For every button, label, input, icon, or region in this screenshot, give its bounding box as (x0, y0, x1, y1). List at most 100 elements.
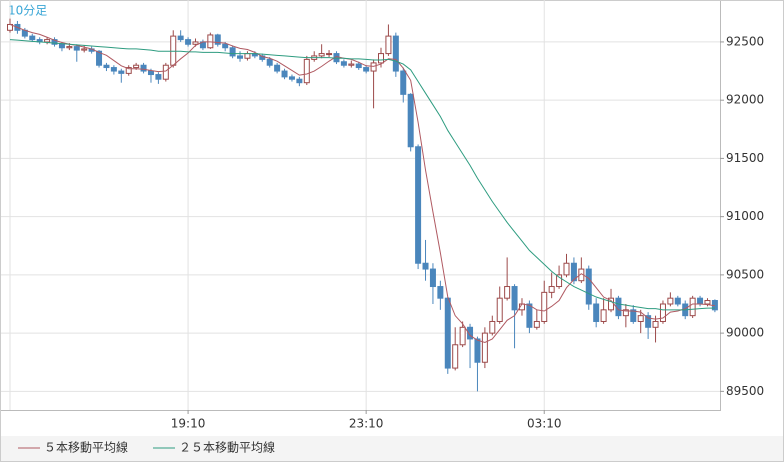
candle-body (697, 297, 704, 305)
x-tick-label: 23:10 (349, 417, 384, 431)
candle-body (370, 62, 377, 72)
candle-body (452, 344, 459, 369)
candle-body (645, 315, 652, 328)
candle-body (266, 58, 273, 66)
candle-body (118, 70, 125, 74)
candle-body (192, 41, 199, 45)
candle-body (593, 303, 600, 322)
candle-body (185, 39, 192, 45)
chart-title: 10分足 (8, 4, 47, 18)
y-tick-label: 92000 (726, 93, 764, 107)
candle-body (548, 286, 555, 293)
candle-body (214, 34, 221, 45)
candle-body (133, 64, 140, 69)
candle-body (363, 67, 370, 72)
candle-body (407, 93, 414, 148)
y-tick-label: 91000 (726, 209, 764, 223)
candle-body (162, 64, 169, 80)
candle-body (652, 320, 659, 328)
candle-body (585, 268, 592, 305)
candle-body (348, 63, 355, 66)
candle-body (481, 332, 488, 363)
candle-body (378, 53, 384, 64)
legend-bg (0, 436, 784, 462)
candle-body (274, 64, 281, 72)
candle-body (444, 297, 451, 369)
candle-body (667, 297, 674, 305)
legend-label: ２５本移動平均線 (179, 440, 275, 455)
candle-body (355, 63, 362, 69)
candle-body (103, 64, 110, 69)
candle-body (170, 35, 177, 66)
candle-body (66, 46, 73, 49)
candle-body (303, 58, 310, 84)
candle-body (489, 320, 496, 334)
y-tick-label: 90500 (726, 267, 764, 281)
candle-body (318, 53, 325, 57)
candle-body (459, 326, 466, 346)
candle-body (474, 338, 481, 363)
candle-body (437, 286, 444, 299)
candle-body (340, 61, 347, 66)
candle-body (29, 35, 36, 41)
candle-body (429, 268, 436, 288)
candle-body (467, 326, 474, 340)
candle-body (229, 47, 236, 57)
candle-body (600, 309, 607, 322)
candle-body (177, 35, 184, 41)
candle-body (326, 53, 333, 56)
candle-body (81, 48, 88, 51)
y-tick-label: 89500 (726, 384, 764, 398)
candle-body (259, 55, 266, 60)
candle-body (44, 39, 51, 43)
x-tick-label: 03:10 (527, 417, 562, 431)
x-tick-label: 19:10 (171, 417, 206, 431)
candle-body (422, 262, 429, 270)
candle-body (659, 303, 666, 322)
y-tick-label: 92500 (726, 34, 764, 48)
candle-body (496, 297, 503, 322)
candle-body (630, 309, 637, 322)
candle-body (689, 297, 696, 317)
candle-body (140, 64, 147, 72)
candle-body (622, 309, 629, 317)
candle-body (237, 55, 244, 59)
candle-body (400, 70, 407, 95)
y-tick-label: 90000 (726, 326, 764, 340)
candle-body (288, 76, 295, 80)
candle-body (526, 303, 533, 328)
candle-body (244, 53, 251, 59)
candle-body (392, 35, 399, 72)
candle-body (385, 35, 392, 55)
candle-body (155, 74, 162, 80)
y-tick-label: 91500 (726, 151, 764, 165)
candle-body (674, 297, 681, 305)
candle-body (110, 67, 117, 72)
candle-body (147, 70, 154, 76)
legend-label: ５本移動平均線 (44, 440, 128, 455)
candle-body (58, 43, 65, 49)
ma-line (9, 39, 715, 311)
candle-body (296, 78, 303, 84)
candle-body (207, 34, 214, 49)
candle-body (96, 50, 103, 66)
candle-body (637, 315, 644, 322)
candle-body (704, 300, 711, 305)
candle-body (556, 274, 563, 288)
candle-body (570, 262, 577, 282)
candle-body (222, 43, 229, 49)
candle-body (281, 70, 288, 78)
candle-body (563, 262, 570, 276)
candle-body (415, 146, 422, 264)
candle-body (533, 320, 540, 328)
candle-body (541, 291, 548, 322)
candle-body (51, 39, 58, 45)
candle-body (73, 46, 80, 51)
ma-line (9, 23, 715, 343)
candle-body (511, 286, 518, 311)
candle-body (125, 67, 132, 74)
candle-body (504, 286, 511, 299)
